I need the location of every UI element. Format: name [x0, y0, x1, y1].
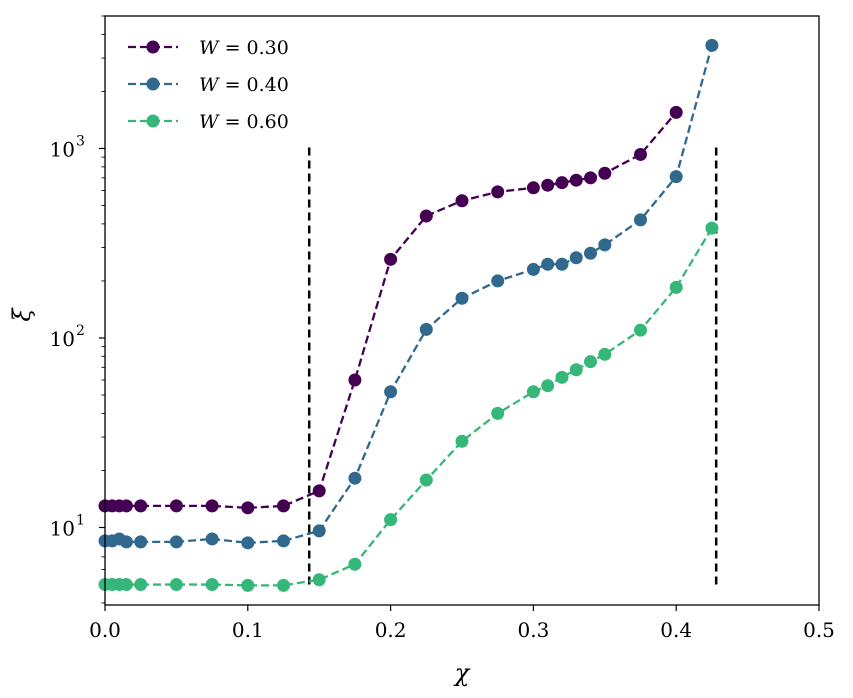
- series-3: [98, 221, 719, 592]
- data-point: [569, 251, 583, 265]
- y-tick-base: 10: [50, 327, 75, 351]
- data-point: [205, 499, 219, 513]
- data-series: [98, 38, 719, 592]
- data-point: [134, 535, 148, 549]
- data-point: [312, 484, 326, 498]
- y-tick-label: 10 3: [50, 133, 85, 161]
- data-point: [584, 246, 598, 260]
- legend-entry: W = 0.60: [128, 111, 289, 133]
- legend-label: W = 0.40: [199, 74, 289, 96]
- data-point: [598, 238, 612, 252]
- y-tick-base: 10: [50, 516, 75, 540]
- data-point: [634, 147, 647, 161]
- data-point: [348, 471, 362, 485]
- data-point: [419, 473, 433, 487]
- legend-marker: [146, 114, 160, 128]
- data-point: [277, 499, 290, 513]
- data-point: [526, 181, 540, 195]
- x-tick-label: 0.5: [803, 618, 835, 642]
- data-point: [584, 171, 598, 185]
- y-tick-exponent: 3: [76, 133, 85, 149]
- data-point: [555, 257, 569, 271]
- data-point: [526, 262, 540, 276]
- data-point: [419, 322, 433, 336]
- y-tick-exponent: 1: [76, 512, 85, 528]
- data-point: [169, 578, 183, 592]
- x-tick-label: 0.0: [89, 618, 121, 642]
- data-point: [134, 499, 148, 513]
- data-point: [277, 534, 290, 548]
- x-tick-label: 0.1: [232, 618, 264, 642]
- y-tick-label: 10 1: [50, 512, 85, 540]
- data-point: [134, 578, 148, 592]
- x-tick-label: 0.3: [517, 618, 549, 642]
- y-tick-exponent: 2: [76, 323, 85, 339]
- data-point: [241, 501, 255, 515]
- data-point: [598, 166, 612, 180]
- data-point: [555, 370, 569, 384]
- legend-marker: [146, 77, 160, 91]
- y-tick-label: 10 2: [50, 323, 85, 351]
- legend-entry: W = 0.30: [128, 37, 289, 59]
- data-point: [555, 176, 569, 190]
- x-tick-label: 0.2: [375, 618, 407, 642]
- y-tick-base: 10: [50, 137, 75, 161]
- legend-entry: W = 0.40: [128, 74, 289, 96]
- data-point: [455, 434, 469, 448]
- x-tick-label: 0.4: [660, 618, 692, 642]
- data-point: [584, 355, 598, 369]
- series-line: [105, 227, 713, 587]
- x-axis-label: χ: [453, 659, 471, 687]
- data-point: [526, 385, 540, 399]
- data-point: [119, 499, 133, 513]
- legend-label: W = 0.60: [199, 111, 289, 133]
- threshold-lines: [307, 146, 718, 585]
- data-point: [669, 170, 683, 184]
- data-point: [205, 532, 219, 546]
- data-point: [169, 499, 183, 513]
- data-point: [541, 379, 555, 393]
- data-point: [669, 280, 683, 294]
- data-point: [205, 578, 219, 592]
- series-1: [98, 105, 683, 515]
- data-point: [541, 178, 555, 192]
- data-point: [277, 578, 290, 592]
- data-point: [169, 535, 183, 549]
- data-point: [348, 557, 362, 571]
- data-point: [634, 213, 647, 227]
- legend: W = 0.30 W = 0.40 W = 0.60: [128, 37, 289, 133]
- data-point: [241, 536, 255, 550]
- data-point: [541, 257, 555, 271]
- data-point: [569, 173, 583, 187]
- data-point: [384, 385, 398, 399]
- data-point: [348, 373, 362, 387]
- data-point: [669, 105, 683, 119]
- data-point: [491, 274, 505, 288]
- data-point: [705, 221, 719, 235]
- data-point: [455, 194, 469, 208]
- data-point: [384, 513, 398, 527]
- data-point: [419, 209, 433, 223]
- series-line: [105, 45, 714, 544]
- y-axis-label: ξ: [8, 307, 36, 322]
- data-point: [241, 578, 255, 592]
- data-point: [119, 535, 133, 549]
- data-point: [705, 38, 719, 52]
- data-point: [455, 291, 469, 305]
- data-point: [119, 578, 133, 592]
- plot-area-frame: [104, 15, 820, 606]
- data-point: [569, 363, 583, 377]
- data-point: [491, 406, 505, 420]
- data-point: [634, 323, 647, 337]
- legend-label: W = 0.30: [199, 37, 289, 59]
- data-point: [312, 573, 326, 587]
- data-point: [491, 185, 505, 199]
- data-point: [598, 347, 612, 361]
- data-point: [384, 252, 398, 266]
- data-point: [312, 524, 326, 538]
- legend-marker: [146, 40, 160, 54]
- series-2: [98, 38, 719, 550]
